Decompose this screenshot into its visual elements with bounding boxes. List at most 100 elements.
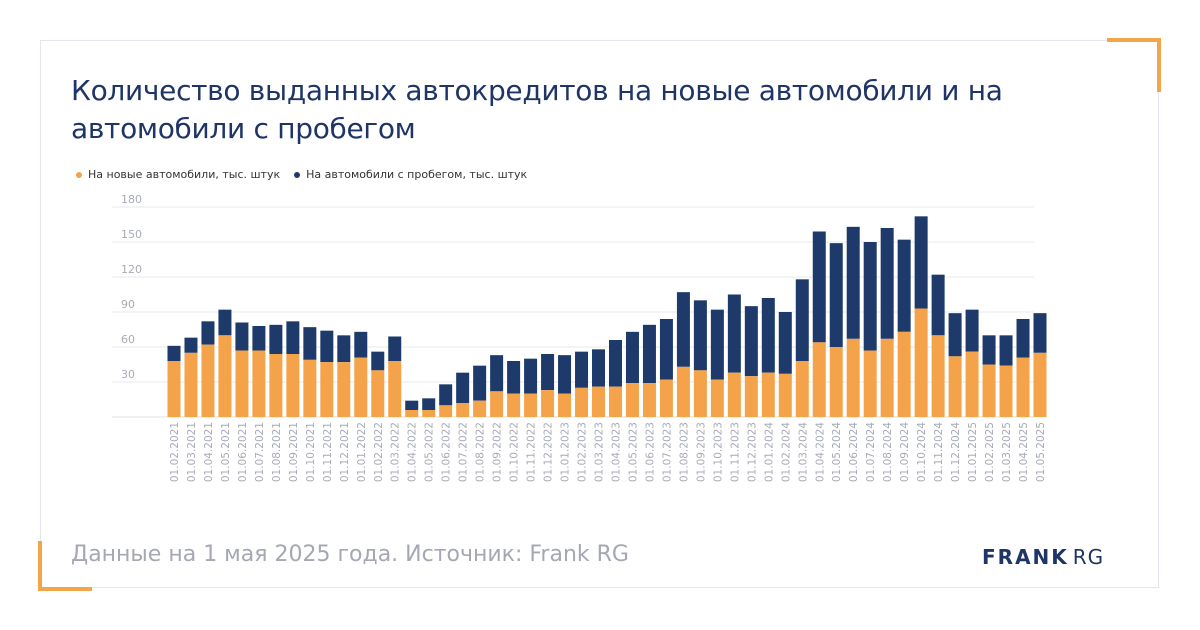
y-tick-label: 30: [121, 368, 135, 381]
bar-new-01.11.2024: [931, 335, 945, 417]
bar-used-01.04.2021: [201, 321, 215, 345]
x-tick-label: 01.09.2021: [288, 422, 300, 482]
bar-new-01.03.2022: [388, 361, 402, 417]
x-tick-label: 01.06.2021: [237, 422, 249, 482]
bar-new-01.12.2023: [744, 376, 758, 417]
bar-used-01.07.2023: [659, 319, 673, 380]
x-tick-label: 01.04.2023: [610, 422, 622, 482]
x-tick-label: 01.09.2023: [695, 422, 707, 482]
bar-new-01.05.2025: [1033, 352, 1047, 417]
bar-used-01.05.2021: [218, 309, 232, 336]
bar-new-01.07.2023: [659, 379, 673, 417]
bar-new-01.09.2023: [693, 370, 707, 417]
bar-new-01.05.2021: [218, 335, 232, 417]
bar-new-01.08.2023: [676, 366, 690, 417]
bar-used-01.10.2022: [507, 361, 521, 394]
bar-new-01.01.2022: [354, 357, 368, 417]
legend-label-used: На автомобили с пробегом, тыс. штук: [306, 168, 528, 181]
bar-used-01.05.2025: [1033, 313, 1047, 353]
bar-new-01.04.2025: [1016, 357, 1030, 417]
bar-used-01.07.2021: [252, 326, 266, 351]
x-tick-label: 01.03.2021: [186, 422, 198, 482]
x-tick-label: 01.05.2021: [220, 422, 232, 482]
bar-used-01.08.2024: [880, 228, 894, 339]
x-tick-label: 01.04.2024: [814, 422, 826, 482]
bar-new-01.03.2023: [592, 386, 606, 417]
x-tick-label: 01.07.2021: [254, 422, 266, 482]
x-tick-label: 01.08.2022: [475, 422, 487, 482]
bar-used-01.10.2024: [914, 216, 928, 309]
x-tick-label: 01.03.2023: [594, 422, 606, 482]
bar-used-01.10.2023: [710, 309, 724, 380]
x-tick-label: 01.05.2023: [627, 422, 639, 482]
bar-used-01.03.2023: [592, 349, 606, 387]
x-tick-label: 01.10.2023: [712, 422, 724, 482]
bar-used-01.06.2023: [642, 324, 656, 384]
x-tick-label: 01.10.2024: [916, 422, 928, 482]
bar-used-01.09.2023: [693, 300, 707, 371]
corner-accent-top-right: [1107, 38, 1161, 92]
bar-new-01.07.2024: [863, 350, 877, 417]
x-tick-label: 01.11.2023: [729, 422, 741, 482]
x-tick-label: 01.08.2021: [271, 422, 283, 482]
legend-item-new: На новые автомобили, тыс. штук: [76, 168, 280, 181]
legend-item-used: На автомобили с пробегом, тыс. штук: [294, 168, 527, 181]
x-tick-label: 01.06.2022: [441, 422, 453, 482]
bar-new-01.12.2021: [337, 362, 351, 417]
x-tick-label: 01.12.2024: [950, 422, 962, 482]
bar-new-01.04.2024: [812, 342, 826, 417]
bar-used-01.02.2022: [371, 351, 385, 371]
bar-used-01.04.2022: [405, 400, 419, 410]
logo-main: FRANK: [982, 545, 1069, 569]
bar-new-01.05.2024: [829, 347, 843, 417]
bar-used-01.03.2024: [795, 279, 809, 361]
bar-new-01.05.2023: [625, 383, 639, 417]
bar-used-01.09.2022: [490, 355, 504, 392]
bar-new-01.08.2022: [473, 400, 487, 417]
bar-used-01.05.2023: [625, 331, 639, 384]
bar-new-01.01.2025: [965, 351, 979, 417]
x-tick-label: 01.05.2024: [831, 422, 843, 482]
bar-used-01.12.2022: [541, 354, 555, 391]
bar-new-01.01.2023: [558, 393, 572, 417]
x-tick-label: 01.03.2025: [1001, 422, 1013, 482]
frank-rg-logo: FRANK RG: [982, 545, 1104, 569]
bar-new-01.03.2025: [999, 365, 1013, 417]
x-tick-label: 01.06.2023: [644, 422, 656, 482]
bar-new-01.05.2022: [422, 410, 436, 417]
x-tick-label: 01.08.2023: [678, 422, 690, 482]
bar-new-01.11.2022: [524, 393, 538, 417]
x-tick-label: 01.09.2022: [492, 422, 504, 482]
bar-new-01.06.2023: [642, 383, 656, 417]
bar-used-01.04.2023: [608, 340, 622, 387]
bar-used-01.02.2021: [167, 345, 181, 361]
x-tick-label: 01.04.2025: [1018, 422, 1030, 482]
bar-used-01.01.2025: [965, 309, 979, 352]
legend-dot-new-icon: [76, 171, 82, 178]
x-tick-label: 01.01.2025: [967, 422, 979, 482]
bar-new-01.10.2021: [303, 359, 317, 417]
bar-new-01.06.2022: [439, 405, 453, 417]
x-tick-label: 01.05.2022: [424, 422, 436, 482]
bar-used-01.03.2021: [184, 337, 198, 353]
bar-new-01.04.2022: [405, 410, 419, 417]
bar-used-01.05.2022: [422, 398, 436, 410]
bar-used-01.12.2023: [744, 306, 758, 377]
x-tick-label: 01.02.2022: [373, 422, 385, 482]
bar-new-01.06.2024: [846, 338, 860, 417]
bar-used-01.08.2021: [269, 324, 283, 354]
bar-used-01.12.2024: [948, 313, 962, 357]
bar-used-01.08.2022: [473, 365, 487, 401]
bar-new-01.10.2024: [914, 308, 928, 417]
legend-label-new: На новые автомобили, тыс. штук: [88, 168, 281, 181]
bar-used-01.09.2021: [286, 321, 300, 354]
x-tick-label: 01.12.2022: [543, 422, 555, 482]
bar-new-01.08.2024: [880, 338, 894, 417]
bar-used-01.01.2023: [558, 355, 572, 394]
y-tick-label: 60: [121, 333, 135, 346]
bar-new-01.12.2024: [948, 356, 962, 417]
bar-used-01.07.2022: [456, 372, 470, 403]
bar-used-01.03.2025: [999, 335, 1013, 366]
bar-new-01.02.2022: [371, 370, 385, 417]
bar-new-01.08.2021: [269, 354, 283, 417]
